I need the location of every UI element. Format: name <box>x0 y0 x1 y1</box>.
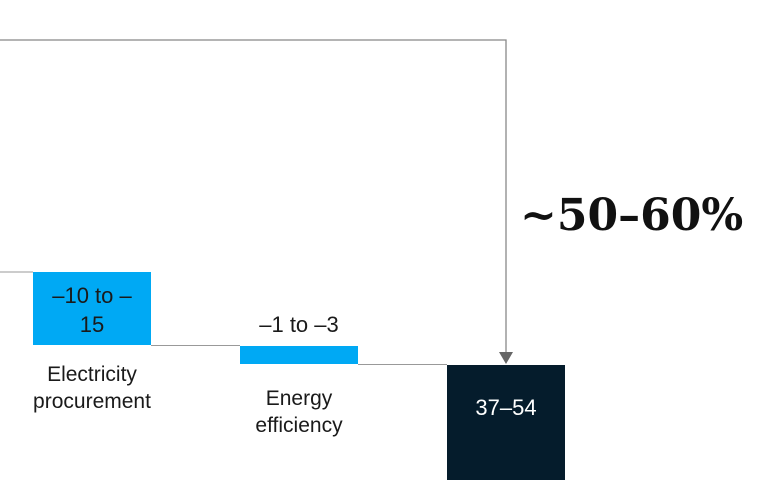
category-label: Energy efficiency <box>255 387 343 437</box>
bar-value-label: 37–54 <box>475 395 537 420</box>
bar-value-label: –10 to –15 <box>52 283 132 337</box>
total-bar <box>447 365 565 480</box>
arrowhead <box>499 352 513 364</box>
decrease-bar <box>33 272 151 345</box>
reduction-annotation: ~50–60% <box>520 190 744 241</box>
bar-value-label: –1 to –3 <box>259 312 339 337</box>
decrease-bar <box>240 346 358 364</box>
category-label: Electricity procurement <box>33 363 151 413</box>
bracket-line <box>0 39 507 352</box>
